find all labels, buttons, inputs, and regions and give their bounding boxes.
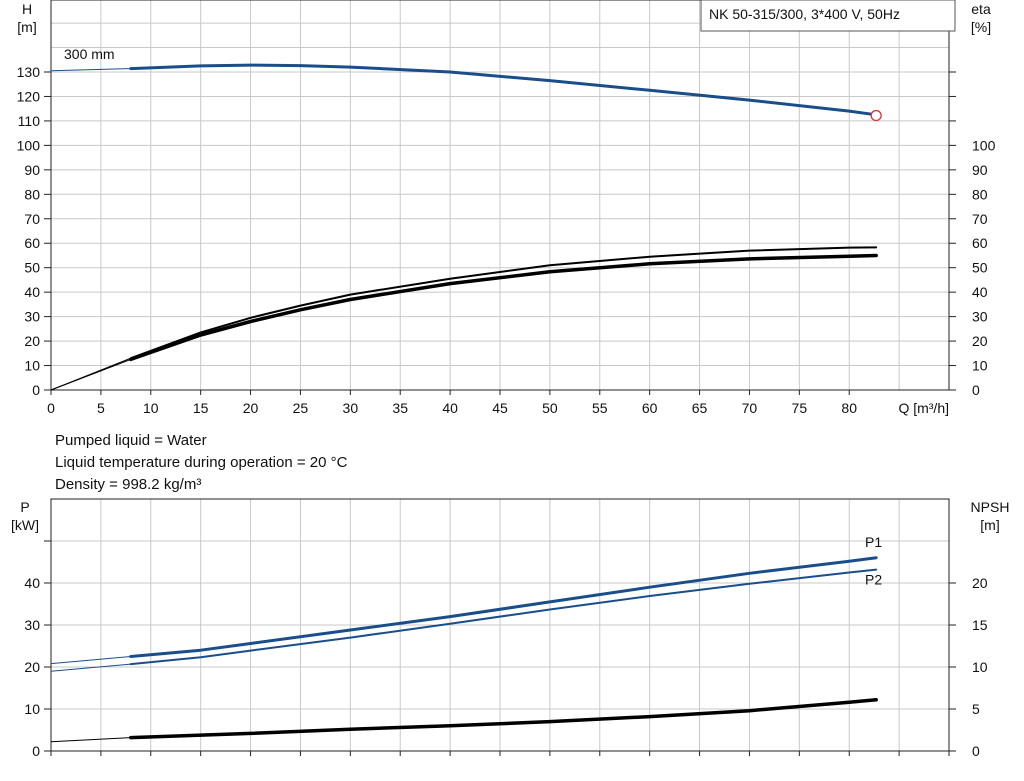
top-y-right-tick-label: 90 — [972, 162, 988, 178]
bottom-y-left-tick-label: 40 — [24, 575, 40, 591]
bottom-chart-grid — [51, 499, 949, 751]
top-x-axis-label: Q [m³/h] — [898, 400, 949, 416]
series-label-p2: P2 — [865, 572, 882, 588]
top-y-right-tick-label: 40 — [972, 284, 988, 300]
info-pumped-liquid: Pumped liquid = Water — [55, 432, 207, 449]
top-y-right-tick-label: 60 — [972, 235, 988, 251]
top-y-left-tick-label: 0 — [32, 382, 40, 398]
top-x-tick-label: 70 — [742, 400, 758, 416]
top-x-tick-label: 5 — [97, 400, 105, 416]
impeller-diameter-label: 300 mm — [64, 46, 115, 62]
top-y-right-tick-label: 10 — [972, 358, 988, 374]
top-x-tick-label: 65 — [692, 400, 708, 416]
bottom-y-right-tick-label: 20 — [972, 575, 988, 591]
top-y-left-tick-label: 40 — [24, 284, 40, 300]
bottom-y-right-tick-label: 5 — [972, 701, 980, 717]
top-x-tick-label: 45 — [492, 400, 508, 416]
bottom-y-axis-label-right: NPSH [m] — [971, 499, 1010, 533]
top-y-left-tick-label: 120 — [17, 88, 41, 104]
bottom-y-axis-label-left: P [kW] — [11, 499, 39, 533]
bottom-series-line-2 — [129, 698, 878, 740]
top-x-tick-label: 60 — [642, 400, 658, 416]
bottom-series-line-0 — [129, 556, 878, 658]
top-series-line-2 — [129, 253, 878, 362]
top-y-left-tick-label: 90 — [24, 162, 40, 178]
top-y-axis-label-left: H [m] — [17, 1, 36, 35]
top-x-tick-label: 10 — [143, 400, 159, 416]
bottom-y-left-tick-label: 20 — [24, 659, 40, 675]
top-y-left-tick-label: 10 — [24, 358, 40, 374]
top-y-axis-label-right: eta [%] — [971, 1, 991, 35]
top-y-right-tick-label: 100 — [972, 137, 996, 153]
top-x-tick-label: 75 — [792, 400, 808, 416]
top-y-right-tick-label: 0 — [972, 382, 980, 398]
top-series-line-1 — [129, 246, 878, 360]
top-x-tick-label: 80 — [841, 400, 857, 416]
top-y-right-tick-label: 70 — [972, 211, 988, 227]
bottom-y-right-tick-label: 10 — [972, 659, 988, 675]
info-liquid-temperature: Liquid temperature during operation = 20… — [55, 454, 348, 471]
top-y-left-tick-label: 20 — [24, 333, 40, 349]
top-series-line-0 — [129, 63, 878, 117]
top-x-tick-label: 30 — [343, 400, 359, 416]
top-chart-series — [50, 63, 882, 391]
top-y-left-tick-label: 30 — [24, 309, 40, 325]
bottom-y-left-tick-label: 0 — [32, 743, 40, 759]
top-series-extension-0 — [50, 68, 131, 72]
bottom-chart-ticks: 0 10 20 30 40 0 5 10 15 20 — [24, 540, 988, 759]
top-x-tick-label: 20 — [243, 400, 259, 416]
top-x-tick-label: 50 — [542, 400, 558, 416]
top-y-left-tick-label: 130 — [17, 64, 41, 80]
top-series-extension-2 — [50, 358, 131, 391]
info-density: Density = 998.2 kg/m³ — [55, 476, 201, 493]
top-y-right-tick-label: 30 — [972, 309, 988, 325]
top-y-left-tick-label: 60 — [24, 235, 40, 251]
top-x-tick-label: 25 — [293, 400, 309, 416]
top-y-right-tick-label: 80 — [972, 186, 988, 202]
bottom-y-left-tick-label: 30 — [24, 617, 40, 633]
top-y-left-tick-label: 70 — [24, 211, 40, 227]
top-y-left-tick-label: 50 — [24, 260, 40, 276]
product-title: NK 50-315/300, 3*400 V, 50Hz — [709, 6, 900, 22]
top-x-tick-label: 35 — [392, 400, 408, 416]
series-label-p1: P1 — [865, 534, 882, 550]
bottom-series-line-1 — [129, 568, 878, 666]
top-y-right-tick-label: 50 — [972, 260, 988, 276]
top-x-tick-label: 40 — [442, 400, 458, 416]
bottom-chart-series: P1 P2 — [50, 534, 882, 743]
top-chart-grid — [51, 0, 949, 390]
bottom-series-extension-2 — [50, 737, 131, 743]
top-x-tick-label: 15 — [193, 400, 209, 416]
bottom-y-right-tick-label: 15 — [972, 617, 988, 633]
product-box: NK 50-315/300, 3*400 V, 50Hz — [700, 0, 956, 32]
top-chart-ticks: 0 5 10 15 20 25 30 35 40 45 50 55 60 65 70 75 80 0 10 20 30 4… — [17, 64, 996, 416]
bottom-series-extension-1 — [50, 663, 131, 672]
bottom-y-right-tick-label: 0 — [972, 743, 980, 759]
top-y-left-tick-label: 100 — [17, 137, 41, 153]
top-y-right-tick-label: 20 — [972, 333, 988, 349]
top-y-left-tick-label: 110 — [18, 113, 41, 129]
top-y-left-tick-label: 80 — [24, 186, 40, 202]
bottom-series-extension-0 — [50, 656, 131, 665]
duty-point-marker — [870, 109, 882, 122]
bottom-y-left-tick-label: 10 — [24, 701, 40, 717]
top-x-tick-label: 55 — [592, 400, 608, 416]
product-box-frame — [700, 0, 956, 32]
top-x-tick-label: 0 — [47, 400, 55, 416]
